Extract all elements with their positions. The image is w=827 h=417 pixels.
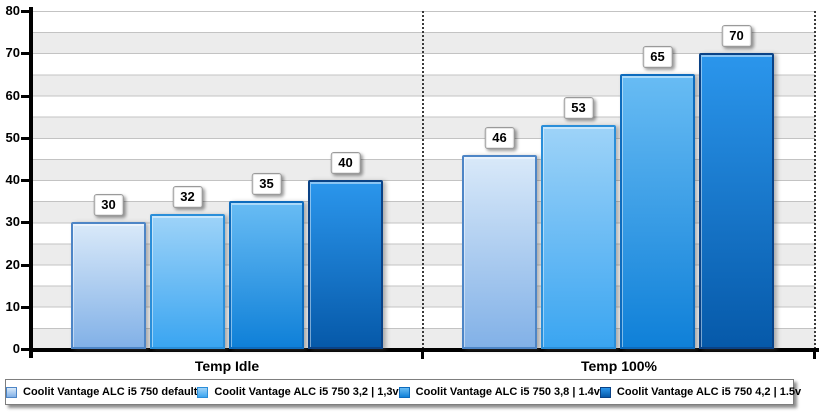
y-axis-tick	[21, 179, 30, 182]
y-axis-tick-label: 80	[5, 3, 20, 18]
y-axis-tick-label: 20	[5, 256, 20, 272]
bar-series2-temp-100-	[541, 125, 616, 349]
legend: Coolit Vantage ALC i5 750 default Coolit…	[5, 379, 801, 405]
y-axis-line	[29, 7, 33, 358]
category-label-temp-100: Temp 100%	[581, 358, 657, 374]
category-label-temp-idle: Temp Idle	[194, 358, 260, 374]
legend-item-label: Coolit Vantage ALC i5 750 3,2 | 1,3v	[214, 386, 399, 398]
bar-value-label: 40	[330, 152, 361, 174]
y-axis-tick-label: 50	[5, 129, 20, 145]
bar-value-label: 30	[93, 194, 124, 217]
legend-swatch-icon	[6, 386, 17, 398]
y-axis-tick	[21, 94, 30, 98]
legend-swatch-icon	[398, 386, 410, 398]
y-axis-tick	[21, 10, 30, 13]
y-axis-tick-label: 0	[12, 341, 20, 356]
y-axis-tick-label: 60	[5, 87, 20, 103]
bar-series3-temp-100-	[620, 74, 695, 349]
y-axis-tick	[21, 136, 30, 140]
bar-value-label: 46	[484, 126, 515, 149]
y-axis-tick	[21, 263, 30, 267]
legend-item-label: Coolit Vantage ALC i5 750 3,8 | 1.4v	[415, 386, 600, 398]
bar-value-label: 53	[563, 97, 594, 120]
bar-series1-temp-100-	[462, 154, 537, 349]
legend-swatch-icon	[197, 386, 209, 398]
legend-item: Coolit Vantage ALC i5 750 default	[6, 386, 197, 398]
legend-item-label: Coolit Vantage ALC i5 750 4,2 | 1.5v	[616, 386, 802, 398]
y-axis-tick-label: 30	[5, 214, 20, 230]
legend-swatch-icon	[599, 386, 611, 398]
bar-series2-temp-idle	[150, 213, 225, 349]
bar-series3-temp-idle	[229, 201, 304, 349]
bar-series1-temp-idle	[71, 222, 146, 349]
y-axis-tick-label: 40	[5, 172, 20, 187]
plot-right-border-line	[814, 11, 816, 349]
bar-value-label: 65	[642, 46, 673, 69]
legend-item: Coolit Vantage ALC i5 750 3,2 | 1,3v	[197, 386, 399, 398]
category-separator-line	[422, 11, 424, 349]
bar-series4-temp-idle	[308, 180, 383, 349]
x-axis-line	[29, 348, 819, 352]
x-axis-tick	[813, 352, 816, 359]
x-axis-tick	[421, 352, 424, 359]
bar-value-label: 70	[721, 25, 752, 48]
y-axis-tick	[21, 52, 30, 56]
y-axis-tick-label: 10	[5, 298, 20, 314]
y-axis-tick	[21, 348, 30, 351]
bar-series4-temp-100-	[699, 53, 774, 349]
legend-item-label: Coolit Vantage ALC i5 750 default	[23, 386, 198, 398]
y-axis-tick	[21, 221, 30, 225]
bar-value-label: 32	[172, 185, 203, 208]
bar-value-label: 35	[251, 173, 282, 196]
y-axis-tick-label: 70	[5, 45, 20, 61]
legend-item: Coolit Vantage ALC i5 750 3,8 | 1.4v	[398, 386, 600, 398]
y-axis-tick	[21, 305, 30, 309]
legend-item: Coolit Vantage ALC i5 750 4,2 | 1.5v	[599, 386, 802, 398]
